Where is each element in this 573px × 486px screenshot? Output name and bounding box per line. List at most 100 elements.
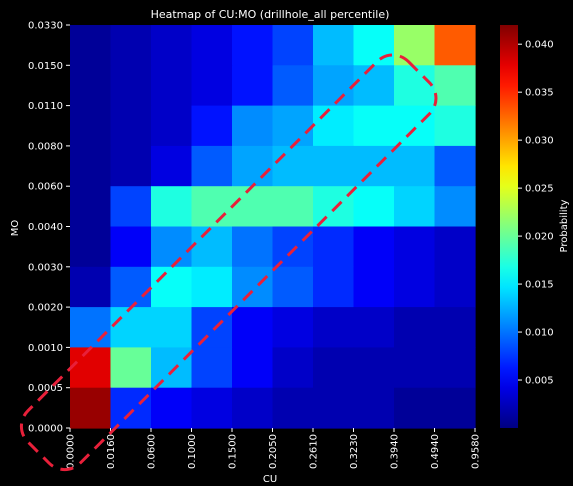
x-tick-label: 0.4940 bbox=[430, 434, 441, 469]
x-tick-label: 0.9580 bbox=[471, 434, 482, 469]
y-tick-label: 0.0150 bbox=[28, 61, 63, 72]
heatmap-cell bbox=[353, 25, 395, 66]
heatmap-cell bbox=[353, 387, 395, 429]
heatmap-cell bbox=[70, 387, 112, 429]
heatmap-cell bbox=[110, 65, 152, 107]
heatmap-cell bbox=[313, 387, 355, 429]
heatmap-cell bbox=[394, 387, 436, 429]
heatmap-cell bbox=[313, 145, 355, 187]
y-tick-label: 0.0110 bbox=[28, 101, 63, 112]
chart-title: Heatmap of CU:MO (drillhole_all percenti… bbox=[151, 8, 390, 21]
heatmap-cell bbox=[353, 266, 395, 308]
heatmap-cell bbox=[151, 105, 193, 147]
heatmap-cell bbox=[272, 307, 314, 348]
heatmap-cell bbox=[191, 307, 233, 348]
heatmap-cell bbox=[434, 226, 476, 268]
heatmap-cell bbox=[110, 347, 152, 389]
heatmap-cell bbox=[353, 226, 395, 268]
x-tick-label: 0.3230 bbox=[349, 434, 360, 469]
heatmap-cell bbox=[232, 387, 274, 429]
heatmap-cell bbox=[232, 226, 274, 268]
heatmap-cell bbox=[232, 307, 274, 348]
heatmap-cell bbox=[151, 65, 193, 107]
colorbar-ticks: 0.005 0.010 0.015 0.020 0.025 0.030 0.035 0.040 bbox=[518, 40, 554, 387]
heatmap-cell bbox=[272, 226, 314, 268]
heatmap-cell bbox=[70, 347, 112, 389]
heatmap-cell bbox=[313, 25, 355, 66]
x-axis-ticks: 0.0000 0.0160 0.0600 0.1000 0.1500 0.2050 0.26… bbox=[66, 428, 482, 469]
heatmap-cell bbox=[110, 145, 152, 187]
colorbar-tick-label: 0.030 bbox=[525, 136, 554, 147]
heatmap-cell bbox=[151, 347, 193, 389]
y-tick-label: 0.0060 bbox=[28, 182, 63, 193]
heatmap-cell bbox=[353, 307, 395, 348]
heatmap-cell bbox=[394, 145, 436, 187]
heatmap-cell bbox=[353, 105, 395, 147]
heatmap-cell bbox=[110, 226, 152, 268]
heatmap-cell bbox=[394, 65, 436, 107]
heatmap-cell bbox=[70, 105, 112, 147]
x-tick-label: 0.2610 bbox=[309, 434, 320, 469]
colorbar-tick-label: 0.010 bbox=[525, 328, 554, 339]
heatmap-cell bbox=[394, 25, 436, 66]
heatmap-cell bbox=[110, 266, 152, 308]
heatmap-cell bbox=[434, 65, 476, 107]
x-tick-label: 0.0000 bbox=[66, 434, 77, 469]
colorbar-tick-label: 0.025 bbox=[525, 184, 554, 195]
heatmap-cell bbox=[353, 145, 395, 187]
heatmap-cell bbox=[434, 25, 476, 66]
heatmap-cell bbox=[434, 145, 476, 187]
heatmap-cell bbox=[232, 25, 274, 66]
y-axis-ticks: 0.0330 0.0150 0.0110 0.0080 0.0060 0.0040 0.00… bbox=[28, 21, 70, 435]
x-tick-label: 0.0600 bbox=[147, 434, 158, 469]
y-tick-label: 0.0030 bbox=[28, 262, 63, 273]
heatmap-cell bbox=[353, 65, 395, 107]
heatmap-cell bbox=[313, 226, 355, 268]
heatmap-cell bbox=[313, 105, 355, 147]
heatmap-cell bbox=[313, 307, 355, 348]
x-tick-label: 0.1500 bbox=[228, 434, 239, 469]
heatmap-cell bbox=[313, 65, 355, 107]
diagonal-highlight-annotation bbox=[19, 53, 438, 472]
heatmap-cell bbox=[272, 105, 314, 147]
heatmap-cell bbox=[434, 387, 476, 429]
heatmap-cell bbox=[191, 186, 233, 228]
heatmap-cell bbox=[394, 105, 436, 147]
heatmap-cell bbox=[70, 186, 112, 228]
heatmap-cell bbox=[110, 307, 152, 348]
heatmap-cell bbox=[394, 307, 436, 348]
heatmap-cell bbox=[70, 307, 112, 348]
x-tick-label: 0.1000 bbox=[187, 434, 198, 469]
heatmap-cell bbox=[232, 186, 274, 228]
heatmap-cell bbox=[151, 226, 193, 268]
heatmap-cell bbox=[353, 186, 395, 228]
heatmap-cell bbox=[272, 387, 314, 429]
heatmap-cell bbox=[394, 347, 436, 389]
heatmap-cell bbox=[394, 226, 436, 268]
heatmap-cell bbox=[313, 186, 355, 228]
heatmap-cell bbox=[313, 266, 355, 308]
heatmap-cell bbox=[191, 65, 233, 107]
heatmap-cell bbox=[151, 186, 193, 228]
heatmap-cells bbox=[70, 25, 476, 429]
heatmap-cell bbox=[313, 347, 355, 389]
y-tick-label: 0.0080 bbox=[28, 141, 63, 152]
heatmap-cell bbox=[434, 307, 476, 348]
heatmap-cell bbox=[232, 145, 274, 187]
heatmap-cell bbox=[191, 266, 233, 308]
heatmap-cell bbox=[394, 186, 436, 228]
colorbar-tick-label: 0.020 bbox=[525, 232, 554, 243]
heatmap-cell bbox=[434, 347, 476, 389]
heatmap-cell bbox=[151, 266, 193, 308]
heatmap-cell bbox=[191, 25, 233, 66]
heatmap-cell bbox=[110, 105, 152, 147]
colorbar-tick-label: 0.040 bbox=[525, 40, 554, 51]
heatmap-cell bbox=[191, 387, 233, 429]
colorbar-label: Probability bbox=[559, 199, 570, 252]
heatmap-cell bbox=[151, 145, 193, 187]
heatmap-cell bbox=[232, 266, 274, 308]
y-tick-label: 0.0040 bbox=[28, 222, 63, 233]
heatmap-cell bbox=[272, 347, 314, 389]
colorbar-tick-label: 0.015 bbox=[525, 280, 554, 291]
